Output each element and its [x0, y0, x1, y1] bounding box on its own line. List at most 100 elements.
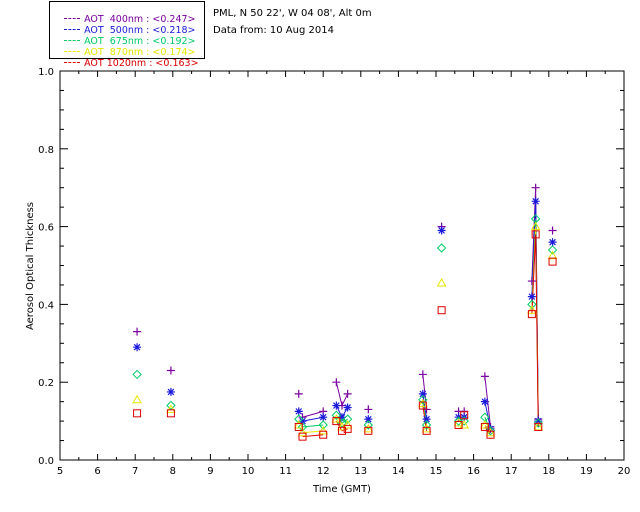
x-axis-label: Time (GMT) — [312, 484, 371, 495]
legend-swatch — [64, 51, 81, 52]
legend-label: AOT 1020nm : <0.163> — [84, 58, 199, 69]
series-line — [302, 410, 324, 418]
series-line — [302, 416, 324, 422]
data-point — [418, 401, 427, 410]
data-point — [363, 423, 374, 433]
data-point — [547, 245, 558, 255]
legend-item: AOT 1020nm : <0.163> — [52, 47, 199, 69]
data-point — [132, 394, 142, 404]
data-point — [319, 430, 328, 439]
x-tick-label: 15 — [430, 466, 443, 477]
data-point — [534, 417, 543, 426]
x-tick-label: 12 — [317, 466, 330, 477]
data-point — [436, 243, 447, 253]
data-point — [437, 306, 446, 315]
date-info: Data from: 10 Aug 2014 — [213, 25, 334, 36]
data-point — [480, 397, 489, 406]
x-tick-label: 19 — [580, 466, 593, 477]
series-line — [422, 399, 428, 426]
data-point — [534, 422, 543, 431]
data-point — [485, 426, 496, 436]
legend-label: AOT 675nm : <0.192> — [84, 36, 196, 47]
data-point — [459, 416, 469, 426]
x-tick-label: 18 — [542, 466, 555, 477]
data-point — [421, 423, 432, 433]
data-point — [460, 411, 469, 420]
data-point — [531, 230, 540, 239]
data-point — [527, 292, 536, 301]
x-tick-label: 9 — [207, 466, 213, 477]
site-info: PML, N 50 22', W 04 08', Alt 0m — [213, 8, 372, 19]
data-point — [166, 387, 175, 396]
data-point — [294, 407, 303, 416]
data-point — [453, 418, 464, 427]
data-point — [486, 430, 495, 439]
legend-item: AOT 675nm : <0.192> — [52, 25, 196, 47]
data-point — [531, 183, 540, 192]
data-point — [298, 432, 307, 441]
data-point — [166, 409, 175, 418]
data-point — [331, 414, 342, 423]
data-point — [343, 403, 352, 412]
legend-swatch — [64, 18, 81, 19]
data-point — [338, 426, 346, 435]
data-point — [485, 427, 496, 437]
data-point — [332, 417, 341, 426]
data-point — [364, 426, 373, 435]
data-point — [364, 415, 373, 424]
x-tick-label: 10 — [242, 466, 255, 477]
legend-swatch — [64, 29, 81, 30]
y-tick-label: 0.0 — [38, 456, 54, 467]
data-point — [364, 405, 373, 414]
data-point — [527, 299, 537, 310]
data-point — [548, 238, 557, 247]
data-point — [294, 389, 303, 398]
x-tick-label: 17 — [505, 466, 518, 477]
data-point — [338, 413, 346, 422]
legend-item: AOT 500nm : <0.218> — [52, 14, 196, 36]
data-point — [548, 257, 557, 266]
data-point — [454, 420, 463, 429]
y-tick-label: 1.0 — [38, 67, 54, 78]
data-point — [531, 197, 540, 206]
axes: 5 6 7 8 9 10 11 12 13 14 15 16 17 18 19 20 0.0 0.2 0.4 0.6 0… — [38, 67, 630, 477]
data-point — [133, 409, 142, 418]
data-point — [533, 418, 543, 428]
x-tick-label: 5 — [57, 466, 63, 477]
y-axis-label: Aerosol Optical Thickness — [25, 202, 36, 330]
series-lines — [302, 187, 539, 438]
data-point — [480, 422, 489, 431]
data-point — [480, 419, 490, 429]
legend-swatch — [64, 40, 81, 41]
data-point — [418, 394, 428, 405]
data-point — [527, 310, 536, 319]
data-point — [547, 250, 558, 260]
data-point — [331, 410, 342, 420]
data-point — [318, 420, 328, 430]
x-tick-label: 20 — [618, 466, 631, 477]
data-point — [480, 372, 489, 381]
data-point — [417, 398, 428, 408]
data-point — [527, 277, 536, 286]
x-tick-label: 16 — [467, 466, 480, 477]
data-point — [436, 277, 447, 287]
x-tick-label: 6 — [94, 466, 100, 477]
data-point — [294, 422, 303, 431]
data-point — [319, 413, 328, 422]
series-line — [484, 401, 492, 429]
data-point — [530, 221, 541, 231]
data-point — [132, 369, 142, 380]
data-point — [293, 419, 304, 429]
data-point — [332, 401, 341, 410]
data-point — [548, 226, 557, 235]
x-tick-label: 11 — [279, 466, 292, 477]
x-tick-label: 13 — [354, 466, 367, 477]
y-tick-label: 0.4 — [38, 300, 54, 311]
legend-item: AOT 400nm : <0.247> — [52, 3, 196, 25]
data-point — [363, 420, 374, 430]
series-line — [531, 234, 539, 427]
legend: AOT 400nm : <0.247> AOT 500nm : <0.218> … — [49, 1, 205, 69]
series-markers — [132, 183, 558, 441]
data-point — [343, 389, 352, 398]
data-point — [343, 424, 352, 433]
